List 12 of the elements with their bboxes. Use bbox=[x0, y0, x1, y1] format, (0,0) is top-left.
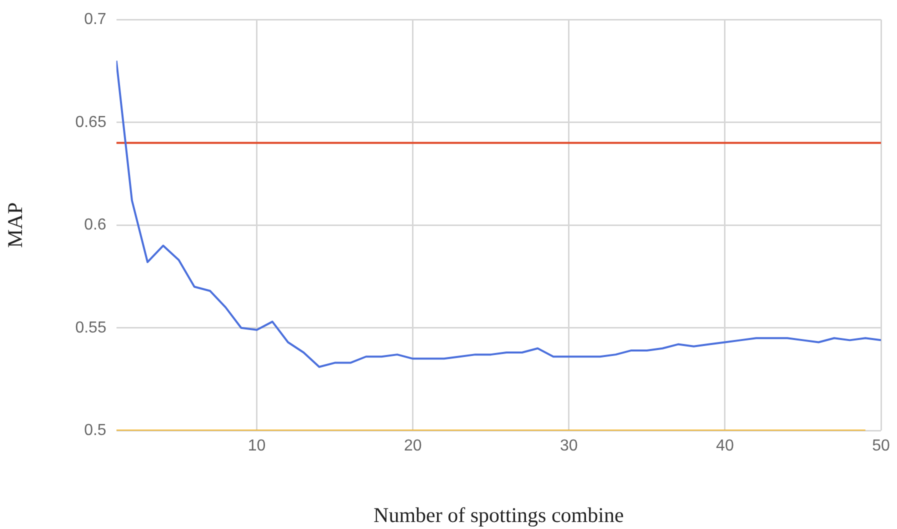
y-tick-label: 0.6 bbox=[84, 216, 106, 234]
x-tick-label: 40 bbox=[716, 438, 734, 455]
y-tick-label: 0.65 bbox=[75, 114, 106, 131]
x-tick-label: 30 bbox=[560, 438, 578, 455]
x-tick-label: 50 bbox=[872, 438, 890, 455]
x-tick-label: 10 bbox=[248, 438, 266, 455]
x-tick-label: 20 bbox=[404, 438, 422, 455]
y-tick-label: 0.5 bbox=[84, 422, 106, 440]
y-axis-title: MAP bbox=[3, 202, 28, 248]
y-tick-label: 0.7 bbox=[84, 11, 106, 28]
x-axis-title: Number of spottings combine bbox=[374, 502, 624, 527]
y-tick-label: 0.55 bbox=[75, 319, 106, 336]
